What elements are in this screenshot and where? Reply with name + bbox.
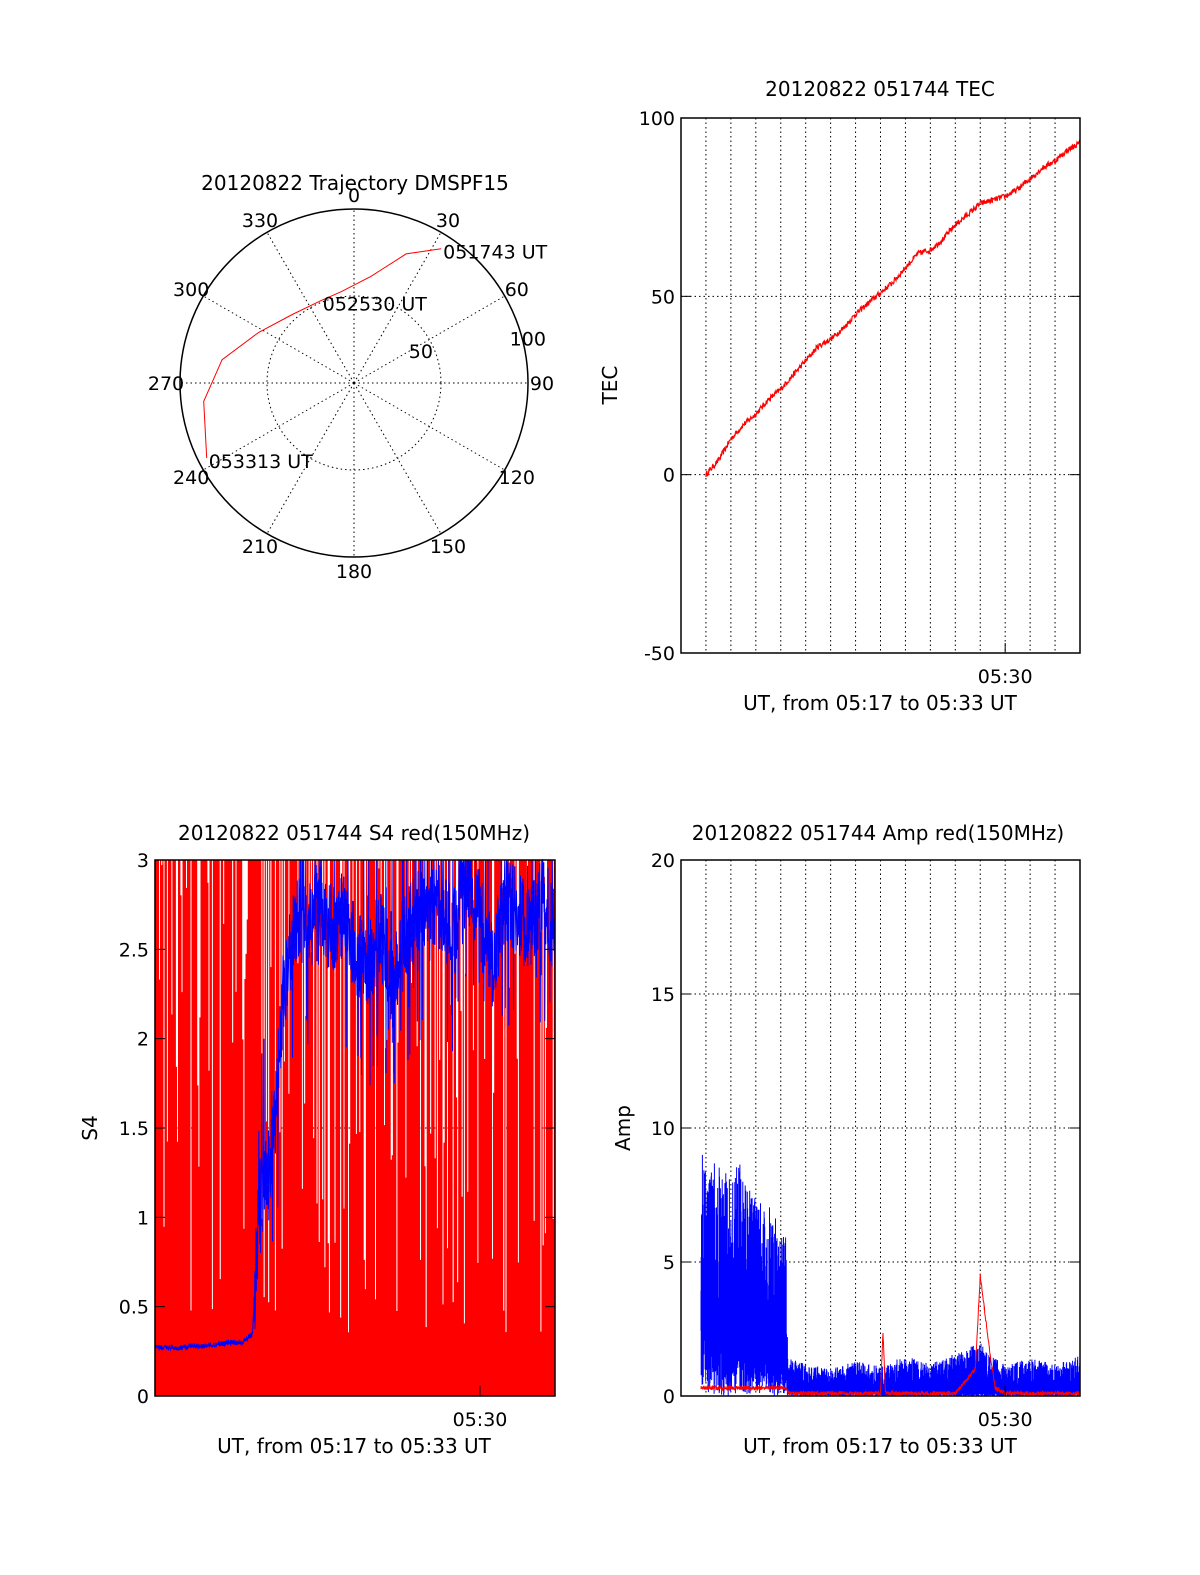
tec-ylabel: TEC (598, 366, 622, 406)
polar-time-annotation: 051743 UT (443, 242, 547, 264)
polar-azimuth-label: 90 (530, 373, 554, 395)
amp-ticks: 0 5 10 15 20 05:30 (651, 850, 1080, 1431)
polar-azimuth-label: 120 (499, 467, 535, 489)
polar-azimuth-labels: 0 30 60 90 120 150 180 210 240 270 300 330 50 100 (148, 185, 554, 583)
polar-azimuth-label: 30 (436, 210, 460, 232)
s4-ytick-label: 2.5 (119, 939, 149, 961)
s4-ticks: 0 0.5 1 1.5 2 2.5 3 05:30 (119, 850, 555, 1431)
amp-blue-series (700, 1154, 1081, 1396)
s4-xtick-label: 05:30 (453, 1409, 508, 1431)
polar-grid (179, 208, 529, 558)
s4-ytick-label: 2 (137, 1029, 149, 1051)
polar-panel: 20120822 Trajectory DMSPF15 0 30 60 90 120 15… (148, 171, 554, 583)
tec-ytick-label: 50 (651, 286, 675, 308)
amp-red-series (700, 1273, 1081, 1397)
polar-spoke-240 (203, 382, 355, 471)
polar-azimuth-label: 300 (173, 279, 209, 301)
tec-title: 20120822 051744 TEC (765, 77, 995, 101)
polar-azimuth-label: 210 (242, 536, 278, 558)
polar-azimuth-label: 240 (173, 467, 209, 489)
polar-spoke-120 (353, 382, 505, 471)
amp-panel: 20120822 051744 Amp red(150MHz) 0 5 10 15 20… (611, 821, 1081, 1458)
s4-ytick-label: 0.5 (119, 1297, 149, 1319)
polar-spoke-30 (353, 232, 442, 384)
tec-xtick-label: 05:30 (978, 666, 1033, 688)
polar-trajectory (203, 248, 442, 459)
amp-xlabel: UT, from 05:17 to 05:33 UT (743, 1434, 1018, 1458)
polar-annotations: 051743 UT 052530 UT 053313 UT (209, 242, 548, 473)
s4-ylabel: S4 (78, 1115, 102, 1140)
amp-title: 20120822 051744 Amp red(150MHz) (692, 821, 1064, 845)
polar-azimuth-label: 270 (148, 373, 184, 395)
s4-ytick-label: 1.5 (119, 1118, 149, 1140)
s4-ytick-label: 1 (137, 1207, 149, 1229)
amp-ytick-label: 15 (651, 984, 675, 1006)
tec-grid (681, 118, 1080, 653)
amp-ytick-label: 20 (651, 850, 675, 872)
s4-series (154, 858, 556, 1396)
tec-ytick-label: -50 (644, 643, 675, 665)
amp-ytick-label: 10 (651, 1118, 675, 1140)
polar-azimuth-label: 150 (430, 536, 466, 558)
polar-radial-label: 50 (409, 341, 433, 363)
polar-trajectory-line (203, 248, 442, 459)
tec-ticks: -50 0 50 100 05:30 (639, 108, 1080, 688)
tec-xlabel: UT, from 05:17 to 05:33 UT (743, 691, 1018, 715)
polar-azimuth-label: 330 (242, 210, 278, 232)
s4-ytick-label: 3 (137, 850, 149, 872)
amp-series (700, 1154, 1081, 1397)
tec-ytick-label: 100 (639, 108, 675, 130)
tec-series-line (705, 138, 1081, 478)
s4-title: 20120822 051744 S4 red(150MHz) (178, 821, 530, 845)
polar-time-annotation: 052530 UT (323, 294, 427, 316)
tec-plot-frame (680, 117, 1081, 654)
polar-time-annotation: 053313 UT (209, 451, 313, 473)
amp-ytick-label: 0 (663, 1386, 675, 1408)
polar-spoke-150 (353, 382, 442, 534)
polar-radial-label: 100 (510, 329, 546, 351)
s4-blue-series (154, 858, 556, 1352)
polar-title: 20120822 Trajectory DMSPF15 (201, 171, 509, 195)
amp-xtick-label: 05:30 (978, 1409, 1033, 1431)
polar-azimuth-label: 180 (336, 561, 372, 583)
polar-azimuth-label: 60 (505, 279, 529, 301)
polar-spoke-330 (266, 232, 355, 384)
polar-spoke-60 (353, 295, 505, 384)
polar-outer-circle (179, 208, 529, 558)
polar-azimuth-label: 0 (348, 185, 360, 207)
polar-spoke-300 (203, 295, 355, 384)
amp-ytick-label: 5 (663, 1252, 675, 1274)
s4-ytick-label: 0 (137, 1386, 149, 1408)
polar-spoke-210 (266, 382, 355, 534)
tec-panel: 20120822 051744 TEC -50 0 50 100 05:30 UT, f… (598, 77, 1081, 715)
tec-series (705, 138, 1081, 478)
amp-ylabel: Amp (611, 1105, 635, 1151)
s4-xlabel: UT, from 05:17 to 05:33 UT (217, 1434, 492, 1458)
tec-ytick-label: 0 (663, 465, 675, 487)
s4-panel: 20120822 051744 S4 red(150MHz) 0 0.5 1 1.5 2… (78, 821, 556, 1458)
